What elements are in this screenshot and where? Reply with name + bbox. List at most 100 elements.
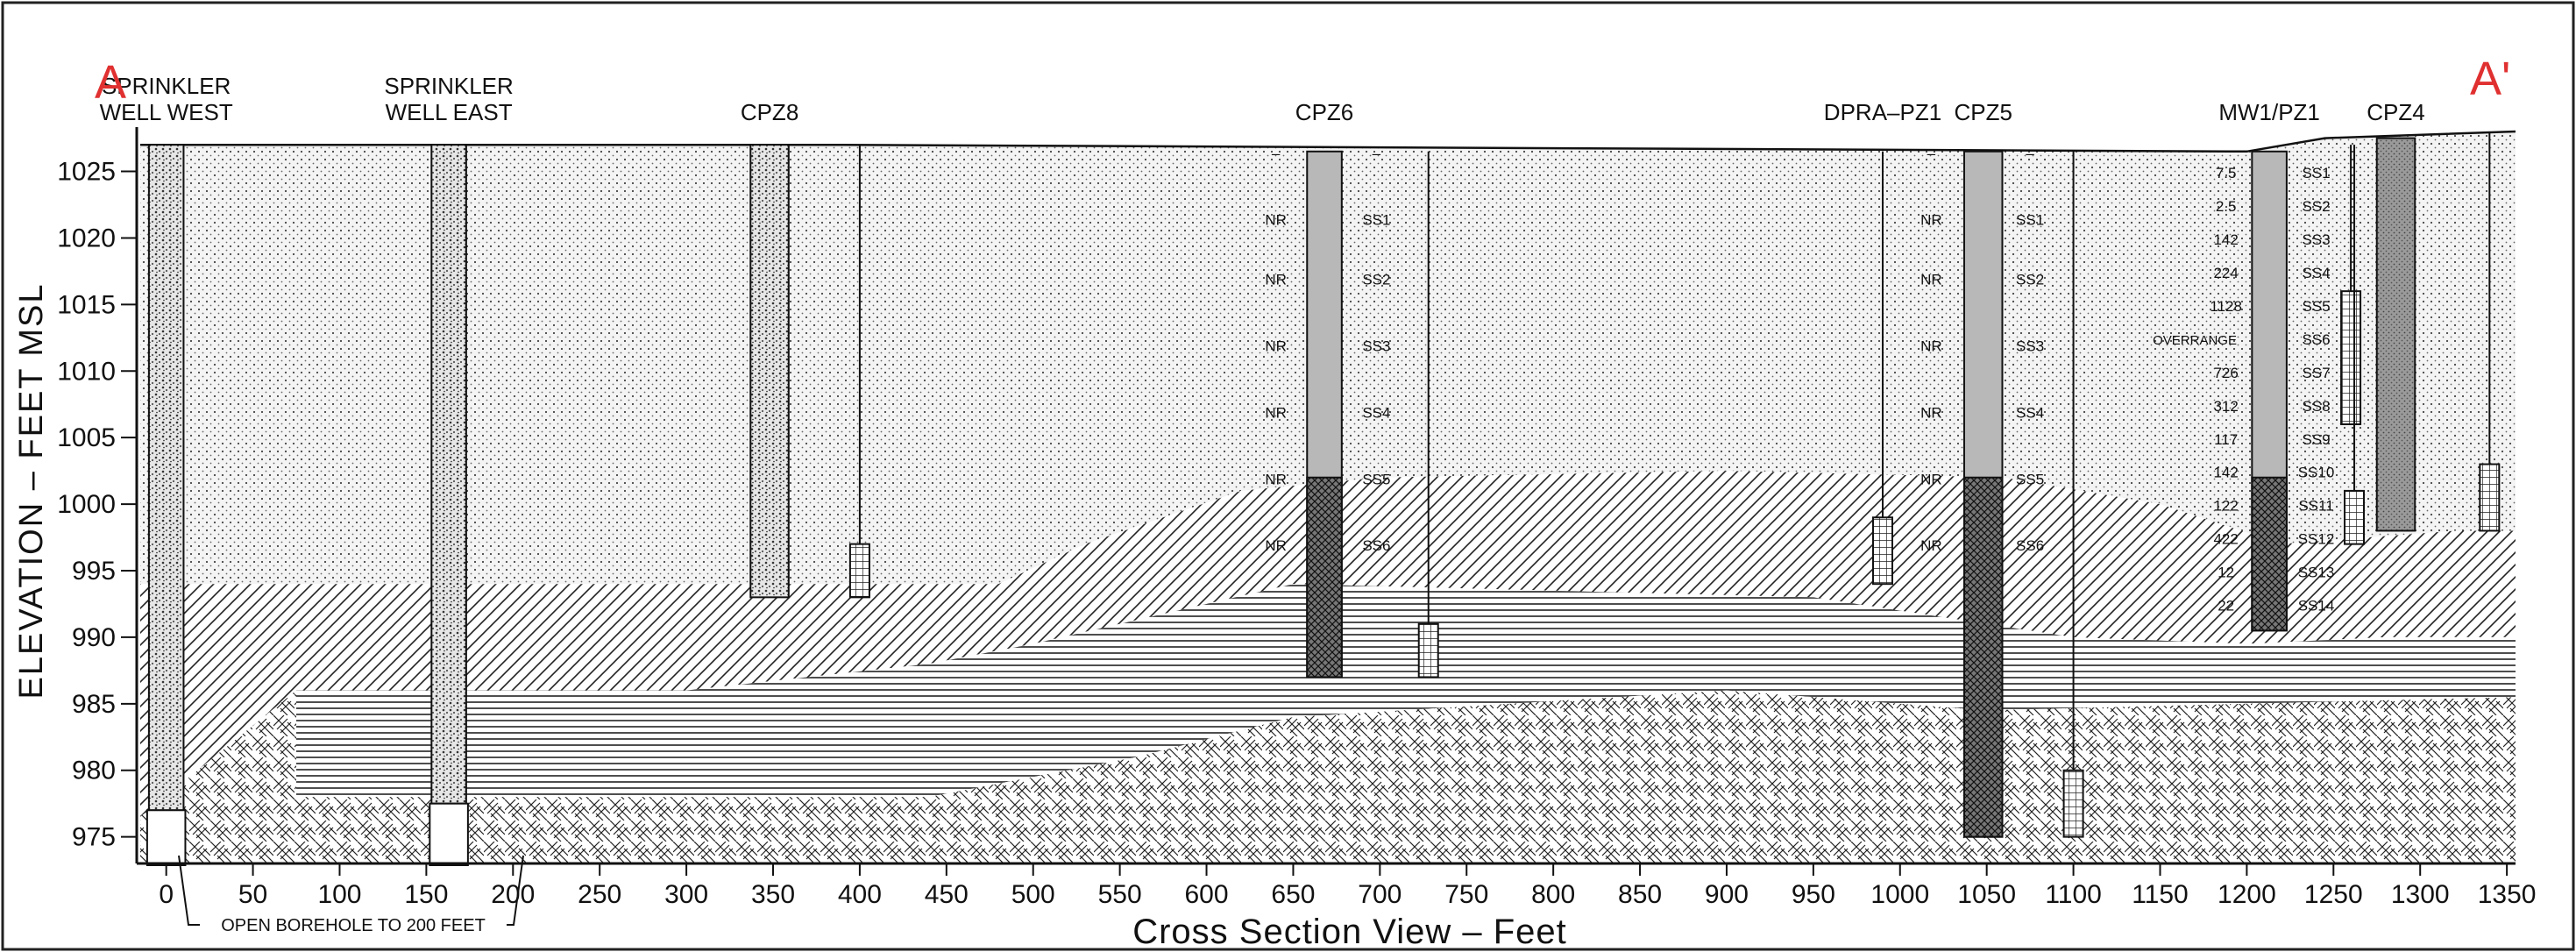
- sample-label: SS2: [2016, 272, 2044, 288]
- well-screen: [2344, 489, 2366, 545]
- pid-reading: 7.5: [2216, 165, 2237, 181]
- sample-label: NR: [1265, 537, 1287, 554]
- sample-label: –: [1927, 145, 1936, 161]
- stratigraphic-units: [140, 130, 2516, 863]
- x-tick-label: 700: [1358, 880, 1402, 909]
- boring-lower: [1962, 476, 2004, 838]
- x-tick-label: 950: [1792, 880, 1835, 909]
- sample-label: SS1: [1362, 211, 1390, 228]
- well-column: [430, 144, 467, 805]
- sample-label: NR: [1920, 537, 1942, 554]
- x-tick-label: 0: [159, 880, 174, 909]
- sample-label: –: [2026, 145, 2034, 161]
- sample-labels: – NR NR NR NR NR NR – SS1 SS2 SS3 SS4 SS5 SS6 – NR NR NR N…: [1265, 145, 2334, 614]
- well-screen: [2062, 769, 2084, 838]
- sample-id: SS1: [2302, 165, 2330, 181]
- pid-reading: OVERRANGE: [2153, 333, 2237, 348]
- y-tick-label: 1010: [57, 357, 116, 386]
- pid-reading: 122: [2213, 498, 2238, 515]
- y-tick-label: 980: [72, 757, 116, 785]
- pid-reading: 224: [2213, 265, 2238, 281]
- x-tick-label: 50: [238, 880, 267, 909]
- sample-id: SS2: [2302, 198, 2330, 215]
- x-tick-label: 1050: [1957, 880, 2016, 909]
- sample-label: SS3: [1362, 338, 1390, 355]
- pid-reading: 142: [2213, 231, 2238, 248]
- sample-label: NR: [1920, 211, 1942, 228]
- sample-label: –: [1373, 145, 1381, 161]
- sample-label: SS5: [2016, 471, 2044, 487]
- sample-id: SS4: [2302, 265, 2330, 281]
- x-tick-label: 200: [491, 880, 535, 909]
- sample-id: SS12: [2298, 531, 2335, 548]
- y-tick-label: 1025: [57, 158, 116, 187]
- unit-basket-unit: [140, 690, 2516, 863]
- pid-reading: 22: [2218, 598, 2234, 615]
- sample-label: SS1: [2016, 211, 2044, 228]
- x-tick-label: 650: [1271, 880, 1315, 909]
- sample-id: SS11: [2298, 498, 2333, 515]
- y-tick-label: 990: [72, 623, 116, 652]
- sample-id: SS6: [2302, 331, 2330, 348]
- well-label: WELL WEST: [100, 99, 233, 125]
- x-tick-label: 300: [664, 880, 708, 909]
- x-tick-label: 500: [1011, 880, 1055, 909]
- section-end-label: A': [2470, 53, 2510, 105]
- x-tick-label: 350: [751, 880, 795, 909]
- sample-label: NR: [1920, 272, 1942, 288]
- x-tick-label: 550: [1098, 880, 1142, 909]
- x-tick-label: 800: [1531, 880, 1575, 909]
- x-tick-label: 150: [404, 880, 448, 909]
- sample-label: NR: [1265, 211, 1287, 228]
- well-label: DPRA–PZ1: [1824, 99, 1941, 125]
- sample-label: SS6: [1362, 537, 1390, 554]
- pid-reading: 726: [2213, 365, 2238, 381]
- x-tick-label: 100: [317, 880, 361, 909]
- well-label: WELL EAST: [386, 99, 513, 125]
- pid-reading: 312: [2213, 398, 2238, 415]
- well-screen: [1871, 516, 1893, 586]
- sample-id: SS8: [2302, 398, 2330, 415]
- x-tick-label: 1250: [2304, 880, 2363, 909]
- pid-reading: 2.5: [2216, 198, 2237, 215]
- unit-diagonal-unit: [140, 471, 2516, 817]
- sample-label: SS5: [1362, 471, 1390, 487]
- sample-label: SS6: [2016, 537, 2044, 554]
- sample-id: SS9: [2302, 431, 2330, 448]
- open-borehole-label: OPEN BOREHOLE TO 200 FEET: [221, 916, 486, 935]
- x-tick-label: 450: [925, 880, 969, 909]
- y-axis-title: ELEVATION – FEET MSL: [13, 282, 50, 699]
- boring-lower: [1306, 476, 1343, 678]
- well-label: CPZ8: [741, 99, 798, 125]
- x-tick-label: 850: [1618, 880, 1662, 909]
- y-tick-label: 1015: [57, 290, 116, 319]
- well-column: [2375, 137, 2416, 532]
- well-column: [147, 144, 185, 812]
- sample-label: NR: [1920, 471, 1942, 487]
- sample-label: NR: [1265, 404, 1287, 421]
- x-tick-label: 250: [578, 880, 621, 909]
- sample-label: SS4: [2016, 404, 2044, 421]
- x-tick-label: 1200: [2218, 880, 2276, 909]
- axes: 975 980 985 990 995 1000 1005 1010 1015 1020 1025 0…: [57, 127, 2536, 909]
- sample-label: SS4: [1362, 404, 1390, 421]
- sample-id: SS5: [2302, 298, 2330, 315]
- x-axis-title: Cross Section View – Feet: [1132, 913, 1567, 951]
- well-column: [749, 144, 790, 599]
- sample-id: SS13: [2298, 565, 2335, 581]
- y-tick-label: 975: [72, 823, 116, 852]
- well-label: CPZ6: [1295, 99, 1353, 125]
- well-screen: [2340, 290, 2362, 425]
- ground-surface-line: [140, 130, 2516, 153]
- pid-reading: 142: [2213, 465, 2238, 481]
- unit-horizontal-unit: [296, 584, 2516, 798]
- x-tick-label: 600: [1185, 880, 1229, 909]
- y-tick-label: 1020: [57, 224, 116, 252]
- well-label: CPZ5: [1954, 99, 2012, 125]
- open-borehole-callout: OPEN BOREHOLE TO 200 FEET: [178, 855, 524, 935]
- sample-label: NR: [1920, 338, 1942, 355]
- section-start-label: A: [95, 56, 126, 109]
- well-label: CPZ4: [2367, 99, 2424, 125]
